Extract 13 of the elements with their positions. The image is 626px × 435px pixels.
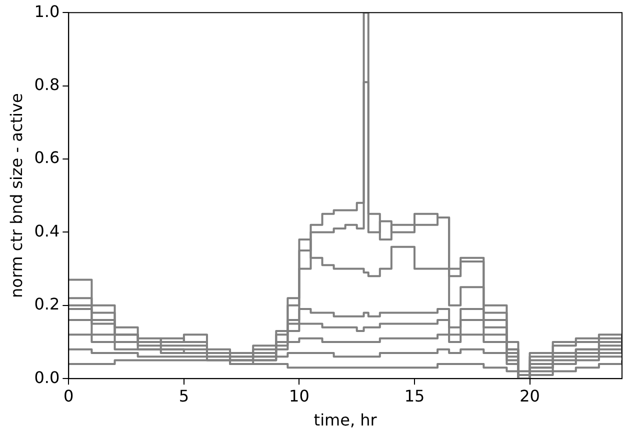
y-tick-label: 0.4 bbox=[34, 221, 60, 240]
x-tick-label: 5 bbox=[178, 386, 190, 406]
y-tick-label: 0.0 bbox=[34, 368, 60, 387]
x-tick-label: 0 bbox=[64, 386, 74, 406]
x-tick-label: 15 bbox=[404, 386, 425, 406]
y-axis-title: norm ctr bnd size - active bbox=[6, 93, 26, 298]
y-tick-label: 1.0 bbox=[34, 2, 60, 21]
y-tick-label: 0.6 bbox=[34, 148, 60, 168]
x-tick-label: 20 bbox=[520, 386, 540, 406]
y-tick-label: 0.8 bbox=[34, 74, 60, 94]
y-tick-label: 0.2 bbox=[34, 294, 60, 314]
x-tick-label: 10 bbox=[289, 386, 310, 406]
x-axis-title: time, hr bbox=[314, 410, 378, 430]
